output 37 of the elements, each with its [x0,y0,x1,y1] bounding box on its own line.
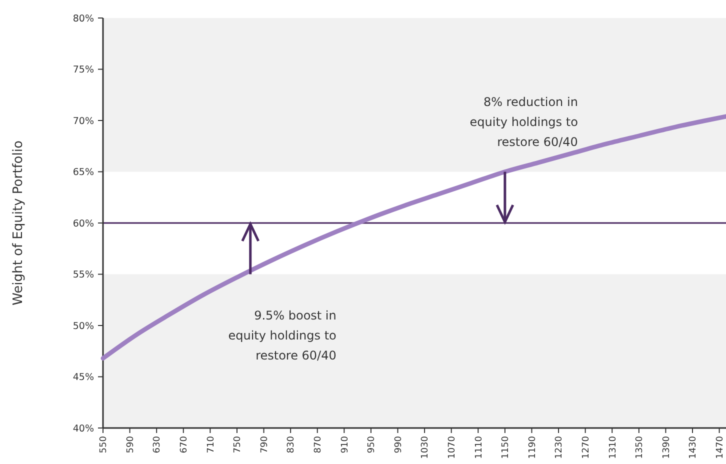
x-tick-label: 1310 [608,436,618,459]
x-tick-label: 590 [126,436,136,454]
annotation: 8% reduction in equity holdings to restore 60/40 [470,94,578,149]
x-tick-label: 910 [340,436,350,454]
x-tick-label: 1470 [715,436,726,459]
y-tick-label: 55% [72,270,94,281]
annotation: 9.5% boost in equity holdings to restore 60/40 [228,308,336,362]
y-tick-label: 45% [72,372,94,384]
x-tick-label: 790 [260,436,270,454]
x-tick-label: 710 [206,436,216,454]
x-tick-label: 630 [152,436,163,454]
x-tick-label: 1230 [554,436,565,459]
x-tick-label: 1030 [420,436,431,459]
y-axis-title: Weight of Equity Portfolio [11,140,26,306]
x-tick-label: 1110 [474,436,484,459]
x-tick-label: 1430 [688,436,699,459]
x-tick-label: 1390 [662,436,672,459]
x-tick-label: 990 [394,436,404,454]
x-tick-label: 1270 [581,436,592,459]
x-tick-label: 870 [314,436,324,454]
x-tick-label: 1190 [528,436,538,459]
y-tick-label: 70% [72,116,94,127]
x-tick-label: 830 [286,436,297,454]
x-tick-label: 750 [233,436,244,454]
x-tick-label: 550 [99,436,110,454]
x-tick-label: 1150 [501,436,512,459]
y-tick-label: 60% [72,218,94,230]
x-tick-label: 1350 [635,436,646,459]
y-tick-label: 80% [72,13,94,24]
x-tick-label: 1070 [447,436,458,459]
y-tick-label: 50% [72,320,94,332]
x-tick-label: 950 [367,436,378,454]
y-tick-label: 65% [72,167,94,178]
x-tick-label: 670 [180,436,190,454]
y-tick-label: 75% [72,64,94,76]
line-series [100,114,726,361]
y-tick-label: 40% [72,423,94,434]
